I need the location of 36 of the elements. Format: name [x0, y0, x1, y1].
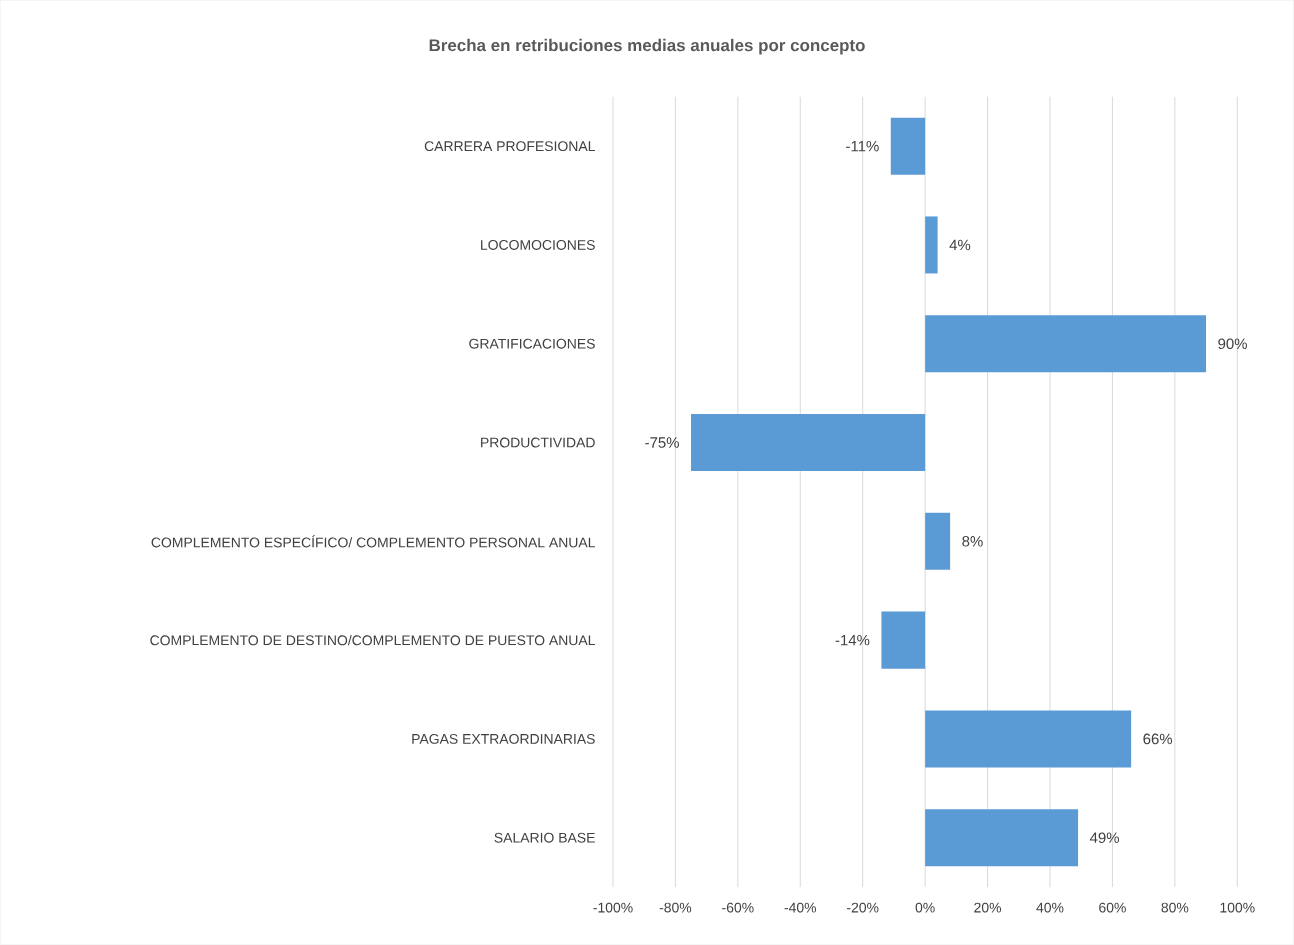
x-tick-label: 100% [1220, 902, 1255, 913]
bar [890, 117, 926, 175]
data-label: 66% [1143, 733, 1173, 745]
bar [925, 315, 1207, 373]
x-tick-label: -20% [847, 902, 879, 913]
y-tick-label: PAGAS EXTRAORDINARIAS [412, 734, 595, 744]
y-tick-label: SALARIO BASE [494, 832, 595, 843]
bar [925, 512, 951, 570]
x-tick-label: 0% [915, 902, 935, 913]
bar [925, 710, 1132, 768]
data-label: 90% [1218, 338, 1247, 350]
x-tick-label: -100% [593, 902, 633, 913]
bar [925, 809, 1079, 867]
x-tick-label: -40% [784, 902, 817, 913]
chart-title: Brecha en retribuciones medias anuales por concepto [429, 38, 865, 55]
bar [691, 414, 926, 472]
y-tick-label: PRODUCTIVIDAD [481, 437, 595, 448]
y-tick-label: COMPLEMENTO DE DESTINO/COMPLEMENTO DE PUESTO ANUAL [150, 635, 595, 646]
y-tick-label: LOCOMOCIONES [481, 240, 595, 250]
x-tick-label: -80% [659, 902, 692, 913]
y-tick-label: GRATIFICACIONES [469, 338, 595, 349]
data-label: -11% [846, 141, 879, 152]
x-tick-label: 60% [1099, 902, 1126, 913]
x-tick-label: 40% [1036, 902, 1064, 913]
x-tick-label: 20% [974, 902, 1002, 913]
y-tick-label: CARRERA PROFESIONAL [424, 141, 595, 152]
bar [881, 611, 926, 669]
x-tick-label: -60% [722, 902, 754, 913]
data-label: -14% [835, 634, 870, 646]
bar [925, 216, 938, 274]
data-label: 8% [962, 536, 983, 547]
data-label: 49% [1089, 832, 1119, 844]
data-label: 4% [949, 239, 971, 251]
x-tick-label: 80% [1161, 902, 1189, 913]
y-tick-label: COMPLEMENTO ESPECÍFICO/ COMPLEMENTO PERSONAL ANUAL [151, 535, 595, 548]
data-label: -75% [645, 437, 679, 448]
